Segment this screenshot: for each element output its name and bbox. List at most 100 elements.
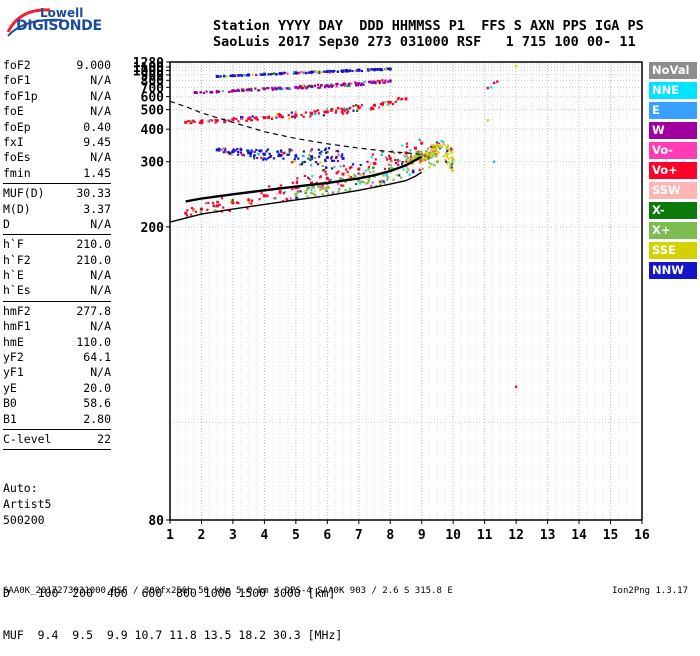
- y-tick-label: 900: [141, 69, 165, 84]
- polarization-legend: NoVal NNE E W Vo- Vo+ SSW X- X+ SSE NNW: [649, 62, 697, 282]
- echo-point-nnw: [307, 71, 311, 74]
- echo-point-vo: [396, 99, 399, 102]
- series-point: [231, 150, 235, 154]
- echo-point-vo: [266, 194, 269, 197]
- parameter-value: N/A: [90, 283, 111, 298]
- echo-point-x: [406, 167, 409, 170]
- echo-point-w: [211, 91, 214, 94]
- echo-point-w: [237, 88, 240, 91]
- echo-point-nnw: [286, 72, 289, 75]
- echo-point-vo: [360, 104, 364, 107]
- series-point: [341, 83, 345, 87]
- y-tick-label: 200: [141, 221, 165, 236]
- echo-point-w: [287, 87, 290, 90]
- echo-point-vo: [351, 163, 355, 166]
- echo-point-nnw: [242, 154, 245, 157]
- echo-point-w: [350, 82, 353, 85]
- series-point: [278, 86, 282, 90]
- parameter-label: B0: [3, 396, 17, 411]
- echo-point-vo: [300, 113, 303, 117]
- echo-point-vo: [206, 208, 209, 211]
- echo-point-sse: [422, 154, 425, 157]
- parameter-label: foF1p: [3, 88, 38, 103]
- echo-point-vo: [187, 120, 190, 123]
- y-tick-label: 500: [141, 104, 165, 119]
- echo-point-w: [297, 87, 300, 90]
- echo-point-vo: [321, 184, 324, 187]
- echo-point-x: [306, 188, 309, 192]
- echo-point-w: [330, 85, 333, 89]
- echo-point-nnw: [288, 150, 291, 153]
- echo-point-x: [331, 191, 334, 194]
- echo-point-nnw: [292, 71, 296, 74]
- echo-point-vo: [367, 166, 370, 169]
- echo-point-vo: [337, 170, 340, 173]
- echo-point-vo: [248, 201, 251, 205]
- series-point: [310, 112, 314, 116]
- echo-point-vo: [386, 158, 389, 161]
- echo-point-vo: [255, 117, 258, 121]
- series-point: [325, 70, 329, 74]
- isolated-echo-point: [514, 385, 518, 388]
- echo-point-x: [295, 196, 298, 200]
- echo-point-nnw: [301, 161, 304, 164]
- echo-point-vo: [340, 111, 343, 114]
- chart-grid: [169, 62, 643, 520]
- echo-point-nnw: [243, 74, 246, 77]
- echo-point-w: [261, 87, 264, 90]
- echo-point-nnw: [330, 155, 333, 158]
- echo-point-nnw: [369, 69, 372, 72]
- echo-point-w: [369, 80, 372, 83]
- series-point: [199, 120, 203, 124]
- echo-point-vo: [393, 151, 396, 155]
- echo-point-vo: [317, 112, 321, 115]
- parameter-value: N/A: [90, 365, 111, 380]
- echo-point-sse: [424, 156, 427, 160]
- echo-point-nnw: [256, 156, 259, 160]
- echo-point-nnw: [375, 67, 378, 71]
- echo-point-vo: [241, 116, 244, 119]
- echo-point-vo: [401, 144, 404, 147]
- echo-point-vo: [384, 167, 387, 170]
- echo-point-w: [362, 83, 365, 86]
- echo-point-w: [299, 85, 302, 88]
- echo-point-nnw: [269, 154, 273, 158]
- series-point: [357, 82, 361, 86]
- parameter-value: 9.45: [83, 134, 111, 149]
- echo-point-sse: [441, 145, 444, 149]
- echo-point-nnw: [293, 158, 296, 161]
- echo-point-sse: [424, 158, 427, 162]
- parameter-value: 210.0: [76, 252, 111, 267]
- series-point: [388, 79, 392, 83]
- echo-point-vo: [293, 116, 296, 119]
- echo-point-w: [302, 86, 305, 89]
- echo-point-x: [433, 164, 436, 167]
- echo-point-w: [324, 86, 327, 89]
- echo-point-nnw: [313, 156, 316, 160]
- echo-point-x: [324, 189, 327, 192]
- echo-point-nnw: [237, 74, 240, 77]
- echo-point-nnw: [379, 69, 383, 72]
- echo-point-sse: [435, 141, 439, 144]
- echo-point-w: [234, 89, 238, 92]
- isolated-echo-point: [486, 86, 490, 90]
- echo-point-vo: [291, 188, 294, 191]
- echo-point-nnw: [378, 68, 381, 71]
- echo-point-vo: [346, 110, 350, 113]
- echo-point-x: [386, 176, 389, 180]
- echo-point-x: [304, 190, 307, 193]
- echo-point-sse: [450, 152, 453, 155]
- series-point: [278, 71, 282, 75]
- echo-point-nnw: [222, 147, 226, 150]
- echo-point-w: [288, 87, 292, 91]
- echo-point-x: [320, 187, 323, 190]
- echo-point-vo: [366, 160, 369, 163]
- echo-point-sse: [436, 143, 439, 146]
- echo-point-nnw: [355, 70, 358, 73]
- isolated-echo-point: [492, 160, 496, 163]
- echo-point-w: [305, 85, 308, 88]
- echo-point-w: [348, 84, 351, 87]
- echo-point-vo: [260, 115, 263, 118]
- echo-point-nnw: [326, 150, 329, 154]
- echo-point-x: [430, 163, 433, 166]
